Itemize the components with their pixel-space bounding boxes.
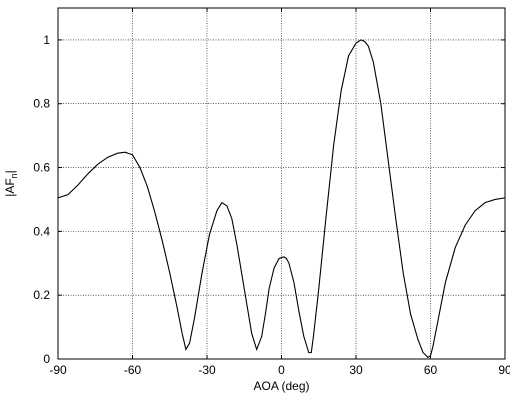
series-layer (57, 39, 506, 359)
x-tick-label-2: -30 (198, 363, 216, 377)
grid (58, 8, 505, 359)
y-tick-label-1: 0.2 (33, 288, 50, 302)
y-tick-label-0: 0 (43, 352, 50, 366)
axis-frame (57, 7, 506, 360)
y-axis-label-subscript: n (9, 173, 19, 178)
x-axis-label: AOA (deg) (253, 379, 309, 393)
x-tick-label-3: 0 (278, 363, 285, 377)
series-line (57, 39, 506, 359)
tick-labels: -90 -60 -30 0 30 60 90 0 0.2 0.4 0.6 0.8 1 (33, 33, 510, 377)
x-tick-label-4: 30 (349, 363, 363, 377)
x-tick-label-6: 90 (498, 363, 510, 377)
y-tick-label-2: 0.4 (33, 224, 50, 238)
y-tick-label-3: 0.6 (33, 161, 50, 175)
x-tick-label-5: 60 (424, 363, 438, 377)
y-tick-label-4: 0.8 (33, 97, 50, 111)
y-axis-label-suffix: | (3, 170, 17, 173)
y-axis-label-main: |AF (3, 178, 17, 196)
x-tick-label-0: -90 (49, 363, 67, 377)
x-tick-label-1: -60 (124, 363, 142, 377)
y-axis-label: |AFn| (3, 170, 19, 197)
y-tick-label-5: 1 (43, 33, 50, 47)
